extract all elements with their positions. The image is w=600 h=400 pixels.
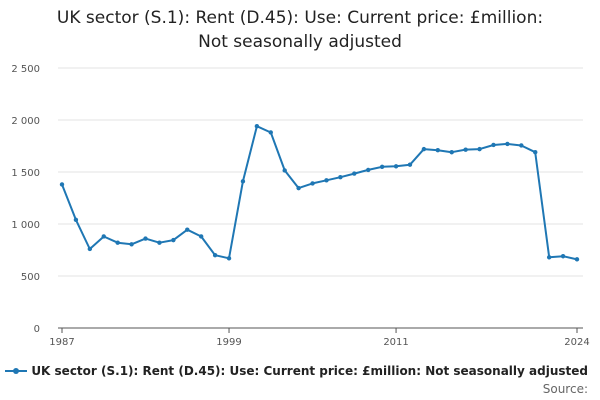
y-tick-label: 2 000 [11, 116, 40, 127]
data-point [393, 164, 399, 169]
data-point [574, 257, 580, 262]
y-tick-label: 1 000 [11, 220, 40, 231]
data-point [560, 254, 566, 259]
data-point [352, 171, 357, 176]
data-point [407, 162, 413, 167]
data-point [198, 234, 204, 239]
data-point [157, 240, 162, 245]
data-point [421, 146, 427, 152]
data-point [143, 236, 148, 241]
data-point [87, 246, 93, 252]
data-point [366, 167, 371, 173]
data-point [546, 255, 552, 260]
data-point [226, 256, 232, 261]
data-point [240, 179, 246, 184]
data-point [115, 240, 120, 245]
legend: UK sector (S.1): Rent (D.45): Use: Curre… [0, 364, 600, 378]
y-tick-label: 0 [34, 324, 40, 335]
data-point [519, 143, 524, 148]
data-point [379, 164, 385, 169]
source-label: Source: [542, 382, 588, 396]
x-tick-label: 1999 [216, 337, 241, 348]
data-point [463, 147, 468, 152]
data-point [449, 150, 454, 155]
data-point [338, 175, 343, 180]
chart-title-line-1: UK sector (S.1): Rent (D.45): Use: Curre… [56, 8, 544, 28]
data-point [310, 181, 315, 186]
x-tick-label: 2024 [564, 337, 589, 348]
data-point [59, 182, 65, 187]
chart-title: UK sector (S.1): Rent (D.45): Use: Curre… [0, 6, 600, 54]
data-point [282, 168, 287, 173]
gridlines [58, 67, 583, 329]
series-layer [59, 124, 580, 262]
data-point [324, 178, 329, 183]
legend-label: UK sector (S.1): Rent (D.45): Use: Curre… [31, 364, 588, 378]
data-point [73, 217, 79, 223]
data-point [296, 185, 301, 191]
y-tick-label: 500 [21, 272, 40, 283]
x-tick-label: 2011 [383, 337, 408, 348]
legend-swatch-icon [5, 366, 28, 376]
data-point [101, 234, 106, 239]
data-point [435, 147, 441, 153]
data-point [129, 242, 134, 247]
data-point [268, 130, 273, 135]
data-point [212, 253, 218, 258]
y-tick-label: 2 500 [11, 64, 40, 75]
series-line [61, 125, 578, 261]
data-point [505, 141, 510, 147]
axes: 0 500 1 000 1 500 2 000 2 500 1987 1999 2011 2024 [11, 64, 589, 348]
data-point [533, 150, 538, 155]
data-point [254, 124, 260, 129]
y-tick-label: 1 500 [11, 168, 40, 179]
data-point [477, 146, 482, 152]
data-point [491, 142, 496, 148]
data-point [171, 237, 176, 243]
x-tick-label: 1987 [49, 337, 74, 348]
data-point [185, 227, 190, 232]
chart-title-line-2: Not seasonally adjusted [198, 32, 402, 52]
